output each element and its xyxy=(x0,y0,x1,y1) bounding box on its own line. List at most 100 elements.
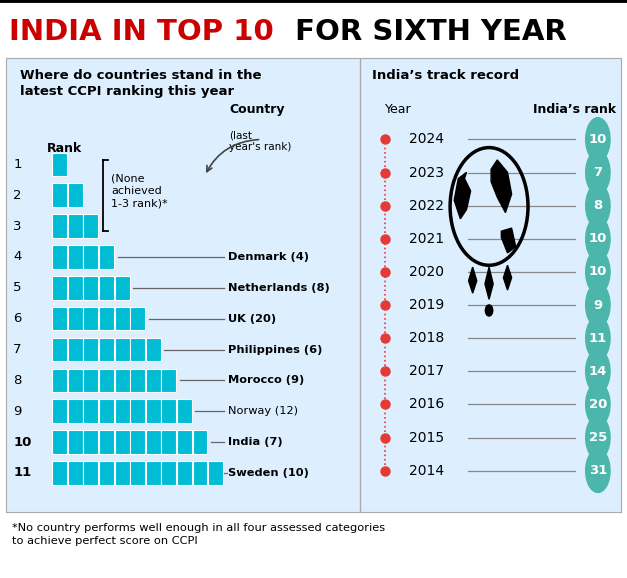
Text: India (7): India (7) xyxy=(228,437,282,447)
Bar xyxy=(115,276,130,299)
Text: Country: Country xyxy=(229,103,285,116)
Bar xyxy=(52,276,67,299)
Bar xyxy=(52,153,67,176)
Bar xyxy=(99,461,114,485)
Bar xyxy=(68,307,83,331)
Bar xyxy=(115,307,130,331)
Circle shape xyxy=(586,118,610,161)
Bar xyxy=(146,461,161,485)
Bar xyxy=(161,399,176,423)
Bar xyxy=(99,276,114,299)
Circle shape xyxy=(586,416,610,460)
Bar xyxy=(192,461,208,485)
Bar xyxy=(68,399,83,423)
Bar xyxy=(68,183,83,207)
Bar xyxy=(68,369,83,392)
Text: 2: 2 xyxy=(13,189,22,202)
Bar xyxy=(52,338,67,361)
Bar xyxy=(52,461,67,485)
Bar xyxy=(115,461,130,485)
Bar xyxy=(83,307,98,331)
Text: 2020: 2020 xyxy=(409,265,444,279)
Text: Year: Year xyxy=(384,103,411,116)
Text: 8: 8 xyxy=(593,199,603,212)
Bar xyxy=(52,245,67,269)
Bar xyxy=(83,430,98,454)
Text: Norway (12): Norway (12) xyxy=(228,406,298,416)
Bar xyxy=(68,430,83,454)
Text: 31: 31 xyxy=(589,464,607,477)
Text: 2014: 2014 xyxy=(409,464,444,477)
Text: 2018: 2018 xyxy=(409,331,444,345)
Text: 11: 11 xyxy=(13,466,31,480)
Circle shape xyxy=(586,217,610,261)
Text: 7: 7 xyxy=(593,166,603,179)
Polygon shape xyxy=(485,267,493,299)
Bar xyxy=(68,461,83,485)
Bar xyxy=(99,338,114,361)
Text: 2016: 2016 xyxy=(409,398,444,412)
Text: 8: 8 xyxy=(13,374,22,387)
Circle shape xyxy=(586,383,610,426)
Text: 14: 14 xyxy=(589,365,607,378)
Bar xyxy=(192,430,208,454)
Text: *No country performs well enough in all four assessed categories
to achieve perf: *No country performs well enough in all … xyxy=(13,523,386,546)
Text: 2021: 2021 xyxy=(409,232,444,246)
Polygon shape xyxy=(468,267,477,293)
Text: 5: 5 xyxy=(13,281,22,294)
Circle shape xyxy=(586,151,610,194)
Bar xyxy=(115,430,130,454)
Bar xyxy=(146,399,161,423)
Text: (None
achieved
1-3 rank)*: (None achieved 1-3 rank)* xyxy=(112,173,168,208)
Bar xyxy=(130,369,145,392)
Text: 9: 9 xyxy=(593,299,603,312)
Bar xyxy=(52,399,67,423)
Polygon shape xyxy=(502,228,515,253)
Bar xyxy=(99,430,114,454)
Text: Where do countries stand in the
latest CCPI ranking this year: Where do countries stand in the latest C… xyxy=(21,69,262,98)
Bar xyxy=(115,338,130,361)
Bar xyxy=(161,430,176,454)
Bar xyxy=(146,430,161,454)
Bar xyxy=(83,214,98,238)
Text: (last
year's rank): (last year's rank) xyxy=(229,131,292,152)
Circle shape xyxy=(586,250,610,294)
Bar xyxy=(83,461,98,485)
Text: 2023: 2023 xyxy=(409,165,444,180)
Text: 9: 9 xyxy=(13,405,22,418)
Bar xyxy=(52,369,67,392)
Text: Rank: Rank xyxy=(47,142,82,155)
Bar xyxy=(68,245,83,269)
Text: 10: 10 xyxy=(13,436,32,449)
Bar xyxy=(208,461,223,485)
Text: 4: 4 xyxy=(13,250,22,264)
Bar xyxy=(52,430,67,454)
Bar xyxy=(130,307,145,331)
Bar xyxy=(115,369,130,392)
Text: Morocco (9): Morocco (9) xyxy=(228,375,304,386)
Bar xyxy=(115,399,130,423)
Bar xyxy=(130,430,145,454)
Circle shape xyxy=(586,316,610,360)
Text: Netherlands (8): Netherlands (8) xyxy=(228,283,329,293)
Bar xyxy=(99,399,114,423)
Bar xyxy=(130,338,145,361)
Text: 2017: 2017 xyxy=(409,364,444,379)
Bar xyxy=(161,461,176,485)
Text: India’s rank: India’s rank xyxy=(532,103,616,116)
Bar xyxy=(52,214,67,238)
Text: INDIA IN TOP 10: INDIA IN TOP 10 xyxy=(9,18,274,46)
Bar xyxy=(99,307,114,331)
Text: UK (20): UK (20) xyxy=(228,314,276,324)
Circle shape xyxy=(586,449,610,492)
Text: 1: 1 xyxy=(13,158,22,171)
Circle shape xyxy=(586,350,610,393)
Text: FOR SIXTH YEAR: FOR SIXTH YEAR xyxy=(285,18,567,46)
Circle shape xyxy=(586,283,610,327)
Text: 11: 11 xyxy=(589,332,607,344)
Bar xyxy=(130,461,145,485)
Text: 20: 20 xyxy=(589,398,607,411)
Polygon shape xyxy=(503,265,512,290)
Text: Philippines (6): Philippines (6) xyxy=(228,344,322,354)
Text: 10: 10 xyxy=(589,133,607,146)
